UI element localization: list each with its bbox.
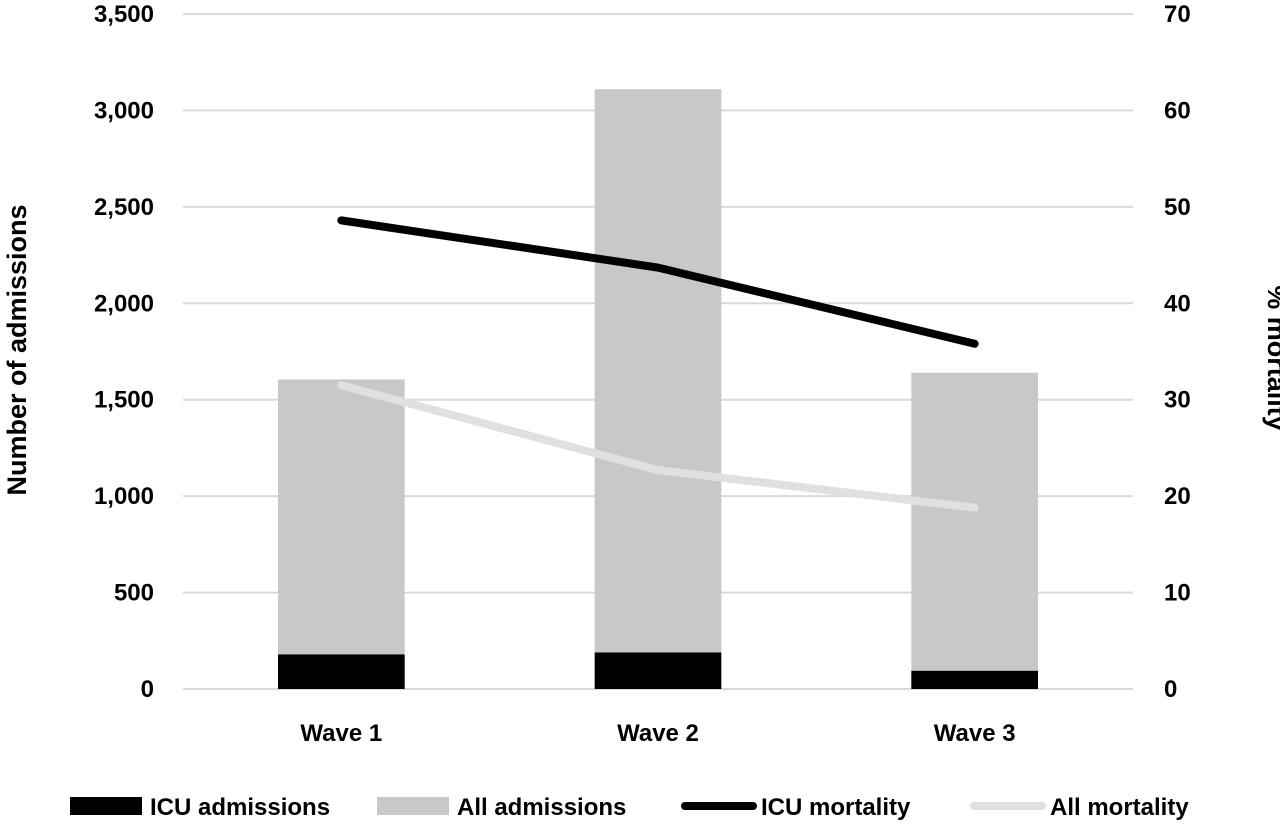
y-tick-label: 1,000 [94, 483, 154, 510]
y-tick-label: 500 [114, 580, 154, 607]
legend: ICU admissions All admissions ICU mortalit… [70, 794, 1189, 821]
x-tick-label: Wave 1 [300, 720, 382, 747]
y-tick-label: 1,500 [94, 387, 154, 414]
y2-tick-label: 20 [1164, 483, 1191, 510]
bar-all-admissions [911, 372, 1038, 671]
y2-tick-label: 50 [1164, 194, 1191, 221]
bar-all-admissions [594, 89, 722, 653]
series-lines [337, 216, 979, 512]
y2-tick-label: 10 [1164, 580, 1191, 607]
bar-icu-admissions [278, 654, 405, 689]
y-tick-label: 3,500 [94, 1, 154, 28]
x-tick-label: Wave 2 [617, 720, 699, 747]
bar-icu-admissions [594, 652, 722, 689]
y2-tick-label: 30 [1164, 387, 1191, 414]
y-tick-label: 0 [141, 676, 154, 703]
line-all-mortality [337, 381, 979, 512]
y2-tick-label: 70 [1164, 1, 1191, 28]
legend-swatch [70, 797, 142, 815]
y-axis-title: Number of admissions [2, 204, 32, 495]
line-icu-mortality [337, 216, 979, 348]
y-tick-label: 2,500 [94, 194, 154, 221]
category-labels: Wave 1 Wave 2 Wave 3 [300, 720, 1015, 747]
y-tick-label: 3,000 [94, 97, 154, 124]
x-tick-label: Wave 3 [934, 720, 1016, 747]
legend-swatch [377, 797, 449, 815]
legend-label: ICU mortality [761, 794, 911, 821]
legend-label: ICU admissions [150, 794, 330, 821]
y-tick-label: 2,000 [94, 290, 154, 317]
y2-axis-title: % mortality [1262, 285, 1280, 431]
legend-label: All mortality [1050, 794, 1189, 821]
bar-icu-admissions [911, 670, 1038, 689]
right-axis-ticks: 0 10 20 30 40 50 60 70 [1164, 1, 1191, 703]
bar-all-admissions [278, 379, 405, 655]
y2-tick-label: 60 [1164, 97, 1191, 124]
left-axis-ticks: 0 500 1,000 1,500 2,000 2,500 3,000 3,500 [94, 1, 154, 703]
legend-label: All admissions [457, 794, 626, 821]
y2-tick-label: 40 [1164, 290, 1191, 317]
bars [278, 89, 1038, 689]
y2-tick-label: 0 [1164, 676, 1177, 703]
